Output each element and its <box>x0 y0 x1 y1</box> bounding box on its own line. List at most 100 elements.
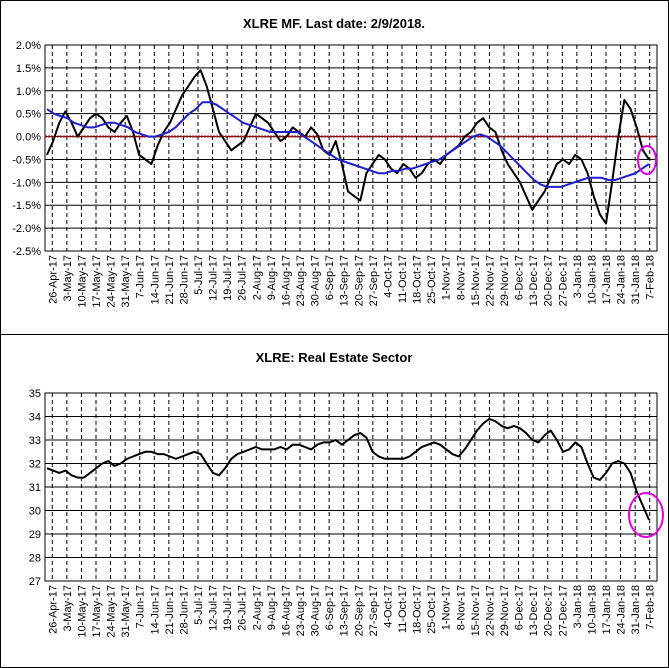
mf-x-tick-label: 17-Jan-18 <box>601 255 613 305</box>
mf-x-tick-label: 23-Aug-17 <box>295 255 307 306</box>
price-x-tick-label: 6-Sep-17 <box>324 585 336 630</box>
mf-x-tick-label: 3-May-17 <box>62 255 74 301</box>
mf-x-tick-label: 8-Nov-17 <box>455 255 467 300</box>
mf-x-tick-label: 27-Dec-17 <box>557 255 569 306</box>
price-x-tick-label: 30-Aug-17 <box>310 585 322 636</box>
price-y-tick-label: 33 <box>29 435 41 447</box>
price-x-tick-label: 27-Dec-17 <box>557 585 569 636</box>
price-x-tick-label: 22-Nov-17 <box>484 585 496 636</box>
mf-x-tick-label: 31-May-17 <box>120 255 132 308</box>
price-x-tick-label: 21-Jun-17 <box>164 585 176 635</box>
price-x-tick-label: 31-Jan-18 <box>630 585 642 635</box>
mf-x-tick-labels: 26-Apr-17 3-May-17 10-May-17 17-May-17 24-Ma… <box>47 255 656 308</box>
price-x-tick-label: 13-Dec-17 <box>528 585 540 636</box>
price-x-tick-label: 29-Nov-17 <box>499 585 511 636</box>
price-x-tick-label: 1-Nov-17 <box>441 585 453 630</box>
mf-x-tick-label: 9-Aug-17 <box>266 255 278 300</box>
mf-x-tick-label: 26-Apr-17 <box>47 255 59 304</box>
mf-x-tick-label: 24-Jan-18 <box>616 255 628 305</box>
mf-x-tick-label: 28-Jun-17 <box>178 255 190 305</box>
mf-x-tick-label: 20-Dec-17 <box>543 255 555 306</box>
price-x-tick-label: 9-Aug-17 <box>266 585 278 630</box>
mf-x-tick-label: 4-Oct-17 <box>382 255 394 298</box>
price-series <box>46 417 650 521</box>
mf-panel: XLRE MF. Last date: 2/9/2018. 2.0% 1.5% 1.… <box>12 16 658 308</box>
price-x-tick-label: 3-May-17 <box>62 585 74 631</box>
mf-x-tick-label: 24-May-17 <box>106 255 118 308</box>
price-x-tick-label: 6-Dec-17 <box>514 585 526 630</box>
mf-x-tick-label: 29-Nov-17 <box>499 255 511 306</box>
mf-x-tick-label: 18-Oct-17 <box>412 255 424 304</box>
mf-x-tick-label: 5-Jul-17 <box>193 255 205 295</box>
mf-x-tick-label: 17-May-17 <box>91 255 103 308</box>
price-x-tick-label: 10-May-17 <box>76 585 88 638</box>
price-x-tick-label: 26-Apr-17 <box>47 585 59 634</box>
mf-y-tick-label: 0.5% <box>16 109 41 121</box>
price-x-tick-labels: 26-Apr-17 3-May-17 10-May-17 17-May-17 24-Ma… <box>47 585 656 638</box>
mf-x-tick-label: 10-Jan-18 <box>586 255 598 305</box>
mf-x-tick-label: 11-Oct-17 <box>397 255 409 303</box>
mf-y-tick-label: 1.5% <box>16 63 41 75</box>
mf-x-tick-label: 22-Nov-17 <box>484 255 496 306</box>
mf-chart-title: XLRE MF. Last date: 2/9/2018. <box>243 16 425 31</box>
price-x-tick-label: 4-Oct-17 <box>382 585 394 628</box>
price-gridlines <box>45 392 657 582</box>
mf-x-tick-label: 1-Nov-17 <box>441 255 453 300</box>
mf-x-tick-label: 30-Aug-17 <box>310 255 322 306</box>
price-x-tick-label: 18-Oct-17 <box>412 585 424 634</box>
mf-x-tick-label: 6-Sep-17 <box>324 255 336 300</box>
price-highlight-circle <box>628 492 664 538</box>
price-x-tick-label: 8-Nov-17 <box>455 585 467 630</box>
price-x-tick-label: 14-Jun-17 <box>149 585 161 635</box>
mf-x-tick-label: 13-Sep-17 <box>339 255 351 306</box>
price-y-tick-label: 27 <box>29 576 41 588</box>
price-y-tick-label: 30 <box>29 506 41 518</box>
mf-y-tick-label: -1.0% <box>12 177 41 189</box>
price-x-tick-label: 5-Jul-17 <box>193 585 205 625</box>
mf-x-tick-label: 3-Jan-18 <box>572 255 584 298</box>
price-x-tick-label: 31-May-17 <box>120 585 132 638</box>
mf-x-tick-label: 7-Jun-17 <box>135 255 147 298</box>
mf-x-tick-label: 27-Sep-17 <box>368 255 380 306</box>
price-price-line <box>46 417 650 521</box>
mf-y-tick-labels: 2.0% 1.5% 1.0% 0.5% 0.0% -0.5% -1.0% -1.5% -2.0%… <box>12 40 41 258</box>
price-panel: XLRE: Real Estate Sector 35 34 33 32 31 30 29 2… <box>29 350 664 638</box>
price-y-tick-label: 29 <box>29 529 41 541</box>
price-x-tick-label: 16-Aug-17 <box>280 585 292 636</box>
price-x-tick-label: 28-Jun-17 <box>178 585 190 635</box>
price-x-tick-label: 23-Aug-17 <box>295 585 307 636</box>
price-chart-title: XLRE: Real Estate Sector <box>256 350 413 365</box>
mf-y-tick-label: 1.0% <box>16 86 41 98</box>
mf-x-tick-label: 10-May-17 <box>76 255 88 308</box>
price-x-tick-label: 27-Sep-17 <box>368 585 380 636</box>
mf-gridlines <box>45 44 657 252</box>
price-x-tick-label: 17-May-17 <box>91 585 103 638</box>
mf-x-tick-label: 20-Sep-17 <box>353 255 365 306</box>
mf-x-tick-label: 2-Aug-17 <box>251 255 263 300</box>
mf-x-tick-label: 21-Jun-17 <box>164 255 176 305</box>
price-x-tick-label: 24-May-17 <box>106 585 118 638</box>
price-x-tick-label: 17-Jan-18 <box>601 585 613 635</box>
price-x-tick-label: 25-Oct-17 <box>426 585 438 634</box>
price-x-tick-label: 12-Jul-17 <box>208 585 220 631</box>
mf-x-tick-label: 25-Oct-17 <box>426 255 438 304</box>
mf-y-tick-label: 2.0% <box>16 40 41 52</box>
mf-series <box>46 69 650 225</box>
mf-x-tick-label: 13-Dec-17 <box>528 255 540 306</box>
mf-x-tick-label: 19-Jul-17 <box>222 255 234 301</box>
mf-x-tick-label: 12-Jul-17 <box>208 255 220 301</box>
mf-x-tick-label: 16-Aug-17 <box>280 255 292 306</box>
mf-oscillator-line <box>46 69 650 225</box>
price-x-tick-label: 15-Nov-17 <box>470 585 482 636</box>
price-y-tick-labels: 35 34 33 32 31 30 29 28 27 <box>29 388 41 588</box>
price-x-tick-label: 26-Jul-17 <box>237 585 249 631</box>
mf-x-tick-label: 7-Feb-18 <box>645 255 657 300</box>
price-y-tick-label: 32 <box>29 459 41 471</box>
mf-y-tick-label: 0.0% <box>16 132 41 144</box>
mf-x-tick-label: 26-Jul-17 <box>237 255 249 301</box>
price-y-tick-label: 31 <box>29 482 41 494</box>
mf-y-tick-label: -1.5% <box>12 200 41 212</box>
price-x-tick-label: 7-Jun-17 <box>135 585 147 628</box>
price-y-tick-label: 34 <box>29 412 41 424</box>
